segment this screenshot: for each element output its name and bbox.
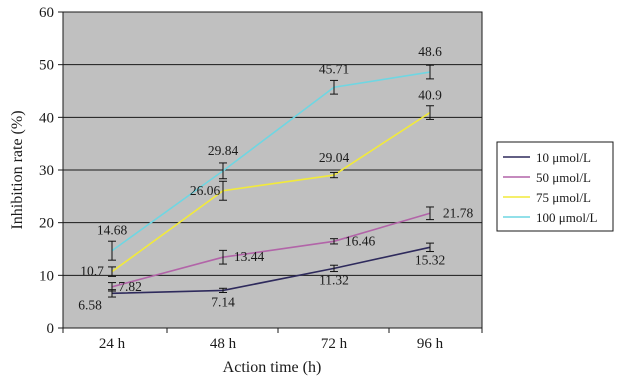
error-bar	[426, 105, 434, 120]
data-label: 13.44	[234, 249, 265, 264]
data-label: 14.68	[97, 223, 128, 238]
error-bar	[330, 79, 338, 95]
data-label: 11.32	[319, 272, 349, 287]
error-bar	[426, 206, 434, 221]
series-lines	[111, 71, 431, 295]
grid-lines	[63, 64, 482, 276]
series-line-1	[111, 246, 431, 295]
error-bar	[330, 264, 338, 273]
y-tick-label: 10	[39, 268, 54, 284]
y-tick-label: 20	[39, 216, 54, 232]
data-label: 26.06	[190, 183, 221, 198]
error-bar	[219, 287, 227, 294]
y-tick-label: 50	[39, 58, 54, 74]
legend-label: 75 μmol/L	[536, 190, 591, 205]
y-tick-label: 30	[39, 163, 54, 179]
legend-label: 50 μmol/L	[536, 170, 591, 185]
x-axis-ticks: 24 h 48 h 72 h 96 h	[62, 328, 483, 352]
legend: 10 μmol/L 50 μmol/L 75 μmol/L 100 μmol/L	[496, 141, 614, 232]
y-tick-label: 0	[47, 321, 55, 337]
y-axis-title: Inhibition rate (%)	[9, 110, 26, 229]
error-bar	[108, 266, 116, 277]
data-label: 7.14	[211, 294, 235, 309]
error-bar	[330, 171, 338, 179]
error-bars	[108, 64, 434, 298]
data-label: 48.6	[418, 44, 442, 59]
x-axis-title: Action time (h)	[223, 359, 322, 376]
x-tick-label: 96 h	[417, 336, 444, 352]
error-bar	[426, 64, 434, 80]
data-label: 15.32	[415, 252, 445, 267]
data-label: 29.04	[319, 150, 350, 165]
legend-label: 10 μmol/L	[536, 150, 591, 165]
y-axis-ticks: 0 10 20 30 40 50 60	[39, 5, 63, 337]
y-tick-label: 40	[39, 110, 54, 126]
error-bar	[108, 282, 116, 292]
data-label: 16.46	[345, 233, 376, 248]
error-bar	[219, 162, 227, 180]
data-label: 7.82	[118, 279, 142, 294]
data-label: 21.78	[443, 205, 474, 220]
error-bar	[219, 249, 227, 265]
data-labels: 6.58 7.14 11.32 15.32 7.82 13.44 16.46 21.78 10.…	[78, 44, 473, 312]
x-tick-label: 24 h	[99, 336, 126, 352]
series-line-4	[111, 71, 431, 252]
y-tick-label: 60	[39, 5, 54, 21]
series-line-3	[111, 111, 431, 273]
error-bar	[330, 238, 338, 245]
legend-label: 100 μmol/L	[536, 210, 598, 225]
error-bar	[426, 242, 434, 253]
data-label: 10.7	[80, 264, 104, 279]
data-label: 29.84	[208, 143, 239, 158]
data-label: 6.58	[78, 297, 102, 312]
x-tick-label: 72 h	[321, 336, 348, 352]
error-bar	[219, 180, 227, 201]
data-label: 45.71	[319, 61, 349, 76]
data-label: 40.9	[418, 88, 442, 103]
error-bar	[108, 240, 116, 261]
x-tick-label: 48 h	[210, 336, 237, 352]
series-line-2	[111, 212, 431, 288]
